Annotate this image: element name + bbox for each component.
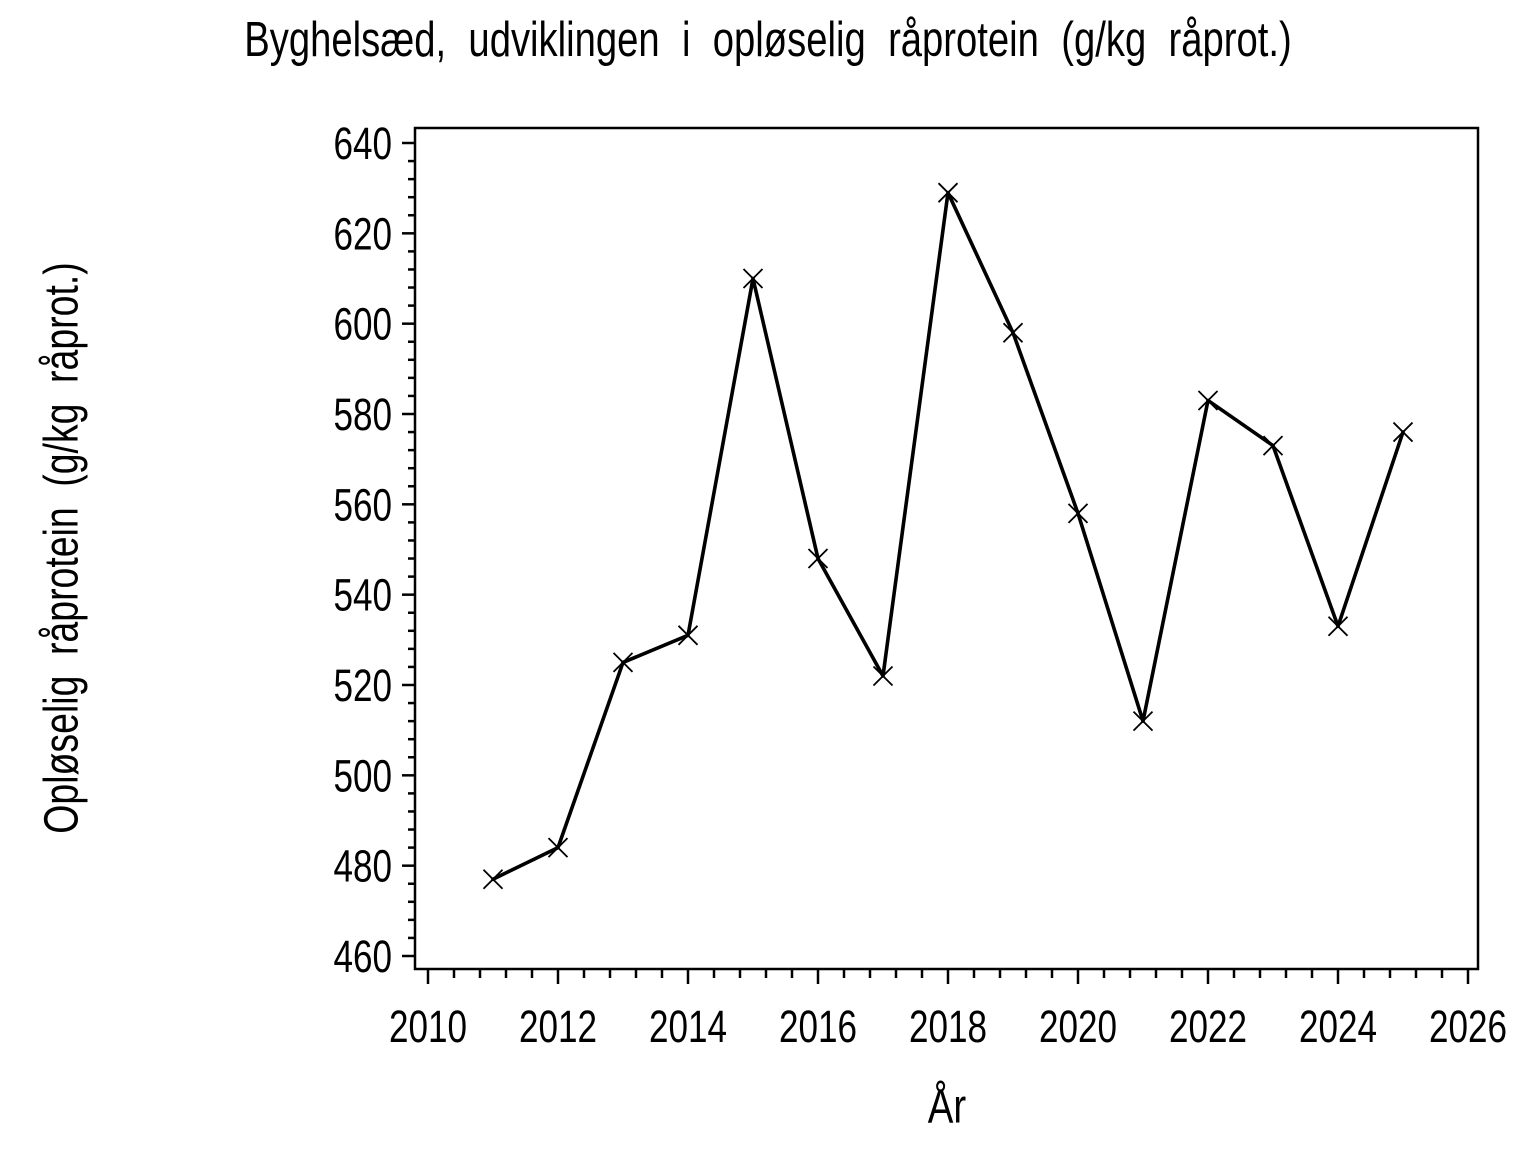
x-tick-label: 2026 (1429, 1001, 1507, 1052)
x-axis-tick-labels: 2010 2012 2014 2016 2018 2020 2022 2024 2026 (389, 1001, 1507, 1052)
data-point-marker (807, 548, 829, 569)
y-tick-label: 640 (333, 118, 392, 169)
y-axis-minor-ticks (408, 159, 415, 940)
data-point-marker (872, 665, 894, 687)
data-point-marker (937, 182, 959, 203)
data-point-marker (1262, 435, 1284, 456)
x-axis-major-ticks (426, 969, 1470, 984)
data-line (491, 190, 1405, 882)
data-point-marker (482, 869, 504, 890)
x-tick-label: 2010 (389, 1001, 467, 1052)
data-point-marker (1327, 616, 1349, 637)
x-axis-label: År (927, 1080, 967, 1134)
x-tick-label: 2020 (1039, 1001, 1117, 1052)
y-tick-label: 540 (333, 569, 392, 620)
x-tick-label: 2016 (779, 1001, 857, 1052)
data-point-marker (1002, 322, 1024, 343)
x-tick-label: 2018 (909, 1001, 987, 1052)
y-axis-tick-labels: 460 480 500 520 540 560 580 600 620 640 (333, 118, 392, 982)
x-axis-minor-ticks (452, 969, 1444, 978)
y-tick-label: 600 (333, 298, 392, 349)
data-point-marker (1132, 710, 1154, 732)
x-tick-label: 2024 (1299, 1001, 1377, 1052)
chart-title: Byghelsæd, udviklingen i opløselig råpro… (244, 13, 1292, 67)
data-point-marker (742, 268, 764, 289)
y-tick-label: 520 (333, 660, 392, 711)
x-tick-label: 2012 (519, 1001, 597, 1052)
x-tick-label: 2014 (649, 1001, 727, 1052)
data-point-marker (547, 837, 569, 858)
x-tick-label: 2022 (1169, 1001, 1247, 1052)
y-axis-major-ticks (402, 141, 415, 958)
data-point-marker (612, 652, 634, 673)
data-point-marker (1067, 503, 1089, 524)
y-tick-label: 620 (333, 208, 392, 259)
data-point-marker (677, 625, 699, 646)
y-tick-label: 500 (333, 750, 392, 801)
plot-frame (413, 126, 1480, 971)
y-tick-label: 460 (333, 931, 392, 982)
data-point-marker (1197, 390, 1219, 411)
data-point-markers (482, 182, 1414, 890)
data-point-marker (1392, 421, 1414, 443)
y-tick-label: 560 (333, 479, 392, 530)
y-tick-label: 580 (333, 389, 392, 440)
y-tick-label: 480 (333, 840, 392, 891)
